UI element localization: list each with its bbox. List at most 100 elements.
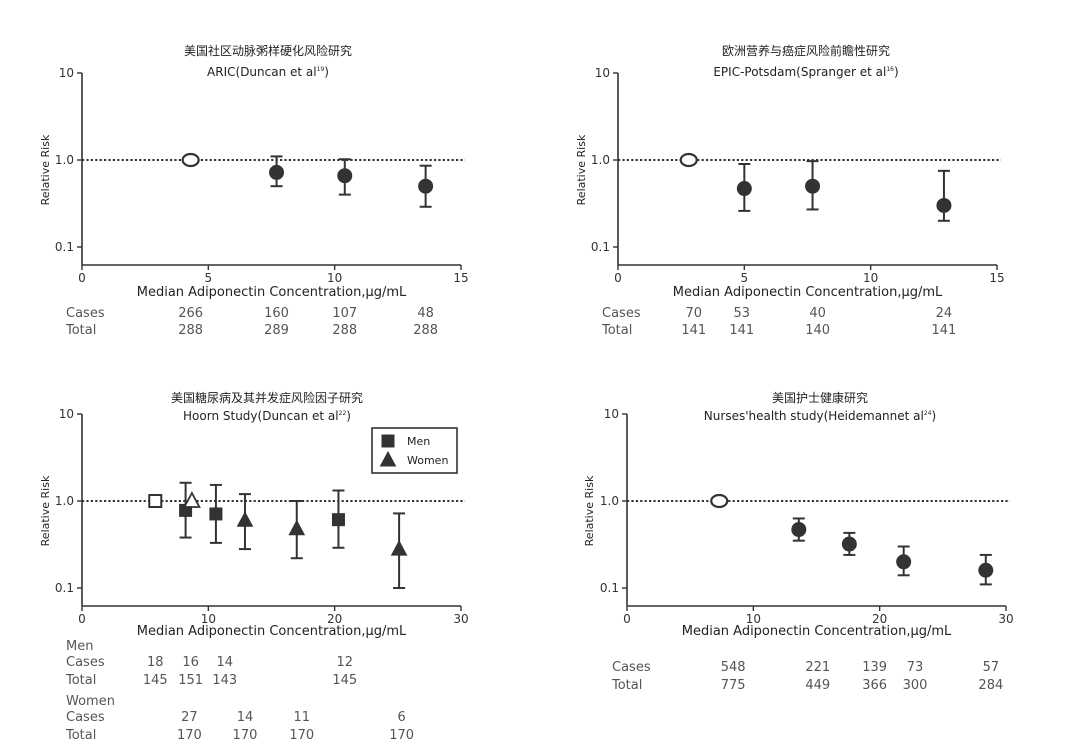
table-row-label: Cases (602, 306, 641, 321)
table-cell: 141 (729, 323, 754, 338)
table-row-label: Total (65, 323, 96, 338)
table-cell: 288 (178, 323, 203, 338)
table-cell: 170 (177, 728, 202, 743)
table-cell: 289 (264, 323, 289, 338)
x-tick-label: 10 (863, 271, 878, 285)
table-cell: 288 (332, 323, 357, 338)
x-tick-label: 10 (201, 612, 216, 626)
chart-title: Hoorn Study(Duncan et al22) (183, 409, 351, 423)
data-point (288, 519, 306, 536)
x-tick-label: 15 (989, 271, 1004, 285)
chart-title: Nurses'health study(Heidemannet al24) (704, 409, 936, 423)
table-cell: 284 (978, 678, 1003, 693)
y-axis-label: Relative Risk (583, 475, 596, 546)
table-cell: 57 (983, 660, 1000, 675)
chart-title-cn: 欧洲营养与癌症风险前瞻性研究 (722, 43, 890, 58)
y-tick-label: 0.1 (55, 240, 74, 254)
table-cell: 139 (862, 660, 887, 675)
data-point (841, 536, 857, 552)
table-cell: 145 (143, 673, 168, 688)
table-cell: 366 (862, 678, 887, 693)
x-axis-label: Median Adiponectin Concentration,µg/mL (137, 285, 407, 300)
legend-label: Men (407, 435, 430, 448)
chart-title-cn: 美国糖尿病及其并发症风险因子研究 (171, 390, 363, 405)
table-cell: 24 (936, 306, 953, 321)
chart-panel-4: 美国护士健康研究 Nurses'health study(Heidemannet … (583, 390, 1014, 693)
data-point (418, 178, 434, 194)
y-tick-label: 1.0 (600, 494, 619, 508)
y-tick-label: 0.1 (600, 581, 619, 595)
y-tick-label: 1.0 (55, 153, 74, 167)
table-cell: 775 (721, 678, 746, 693)
table-cell: 449 (805, 678, 830, 693)
data-point (337, 168, 353, 184)
table-row-label: Total (601, 323, 632, 338)
x-tick-label: 20 (327, 612, 342, 626)
table-cell: 300 (903, 678, 928, 693)
table-cell: 11 (294, 710, 311, 725)
data-point (390, 540, 408, 556)
data-point (978, 562, 994, 578)
data-point (236, 511, 254, 527)
table-cell: 151 (178, 673, 203, 688)
x-tick-label: 0 (78, 271, 86, 285)
table-cell: 140 (805, 323, 830, 338)
table-row-label: Total (611, 678, 642, 693)
table-row-label: Cases (66, 710, 105, 725)
table-row-label: Cases (612, 660, 651, 675)
data-point (209, 507, 223, 521)
chart-title: EPIC-Potsdam(Spranger et al16) (713, 65, 898, 79)
table-cell: 70 (686, 306, 703, 321)
x-tick-label: 0 (623, 612, 631, 626)
data-point (791, 522, 807, 538)
x-tick-label: 0 (78, 612, 86, 626)
counts-table: Cases 70 53 40 24 Total 141 141 140 141 (601, 306, 956, 338)
y-tick-label: 10 (59, 66, 74, 80)
x-tick-label: 10 (746, 612, 761, 626)
table-cell: 221 (805, 660, 830, 675)
x-axis-label: Median Adiponectin Concentration,µg/mL (137, 624, 407, 639)
y-tick-label: 10 (59, 407, 74, 421)
table-row-label: Total (65, 673, 96, 688)
counts-table: Cases 548 221 139 73 57 Total 775 449 366 300 284 (611, 660, 1003, 693)
table-cell: 160 (264, 306, 289, 321)
table-cell: 170 (233, 728, 258, 743)
data-point (896, 554, 912, 570)
table-cell: 14 (237, 710, 254, 725)
table-row-label: Cases (66, 655, 105, 670)
x-tick-label: 10 (327, 271, 342, 285)
table-cell: 145 (332, 673, 357, 688)
table-cell: 14 (216, 655, 233, 670)
table-cell: 266 (178, 306, 203, 321)
legend-marker (381, 434, 395, 448)
table-cell: 143 (212, 673, 237, 688)
data-point (936, 197, 952, 213)
y-tick-label: 1.0 (55, 494, 74, 508)
table-cell: 27 (181, 710, 198, 725)
y-axis-label: Relative Risk (39, 134, 52, 205)
x-tick-label: 30 (998, 612, 1013, 626)
x-tick-label: 20 (872, 612, 887, 626)
table-cell: 141 (932, 323, 957, 338)
y-axis-label: Relative Risk (575, 134, 588, 205)
y-tick-label: 0.1 (591, 240, 610, 254)
x-tick-label: 0 (614, 271, 622, 285)
y-tick-label: 10 (604, 407, 619, 421)
chart-panel-3: 美国糖尿病及其并发症风险因子研究 Hoorn Study(Duncan et al… (39, 390, 469, 743)
table-cell: 170 (289, 728, 314, 743)
table-cell: 40 (809, 306, 826, 321)
reference-point (710, 493, 729, 509)
table-cell: 288 (413, 323, 438, 338)
legend-marker (379, 450, 397, 467)
table-cell: 16 (182, 655, 199, 670)
x-tick-label: 5 (205, 271, 213, 285)
data-point (736, 181, 752, 197)
legend: Men Women (371, 427, 458, 474)
table-cell: 107 (332, 306, 357, 321)
y-axis-label: Relative Risk (39, 475, 52, 546)
reference-point (181, 152, 200, 168)
table-row-label: Total (65, 728, 96, 743)
y-tick-label: 0.1 (55, 581, 74, 595)
